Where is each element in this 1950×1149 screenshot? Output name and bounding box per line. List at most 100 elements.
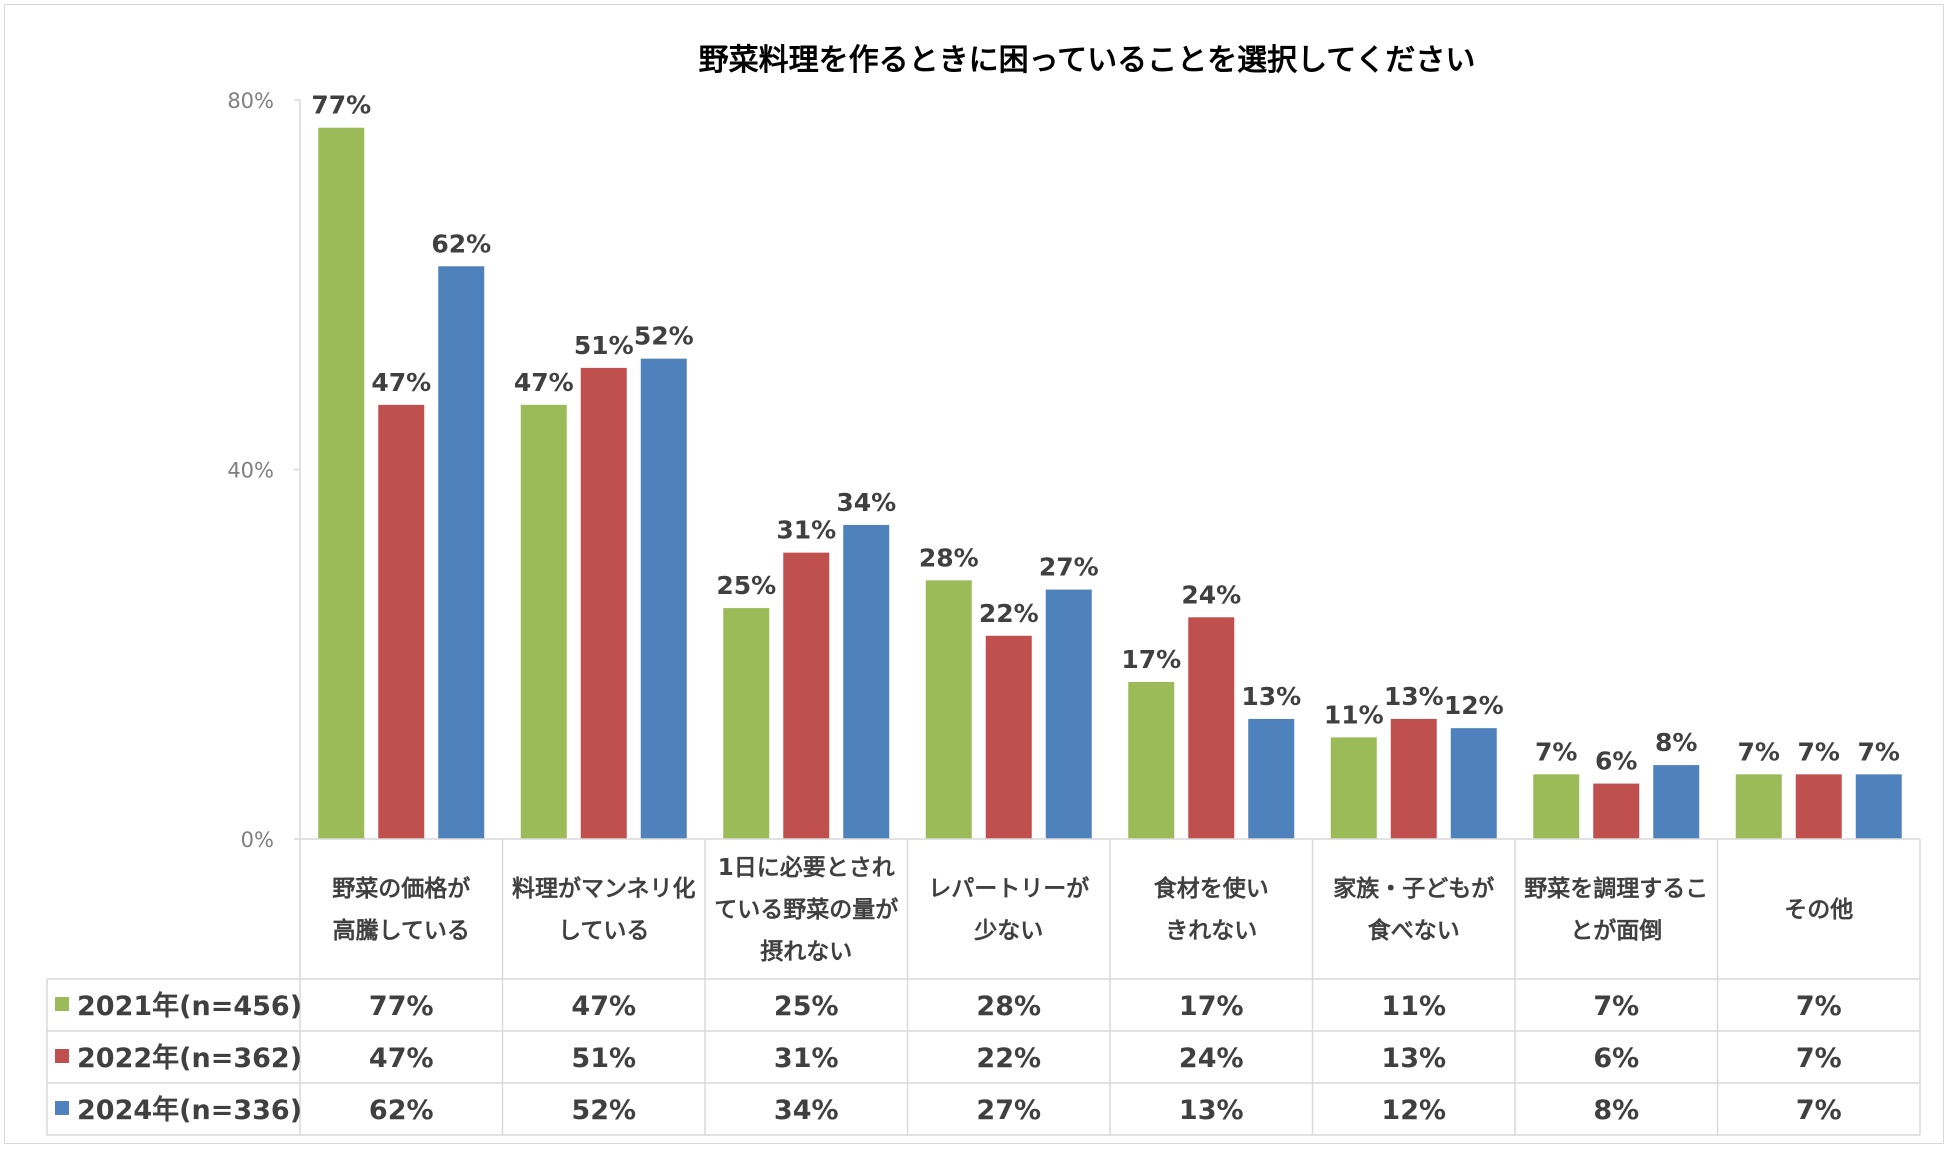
category-label: 料理がマンネリ化している [512,875,696,944]
category-label-line: とが面倒 [1570,917,1662,944]
bar [1330,737,1377,839]
bar [1128,681,1175,839]
bar [985,635,1032,839]
bar [1188,617,1235,839]
bar [640,358,687,839]
category-label-line: 料理がマンネリ化 [512,875,696,902]
category-label-line: 野菜を調理するこ [1524,875,1708,902]
table-cell: 7% [1796,991,1842,1022]
table-cell: 11% [1381,991,1446,1022]
data-label: 7% [1738,737,1780,766]
data-label: 34% [836,488,896,517]
series-name: 2021年(n=456) [77,990,302,1022]
y-tick-label: 80% [227,89,274,113]
table-cell: 13% [1179,1095,1244,1126]
legend-key [55,1101,69,1115]
data-label: 7% [1798,737,1840,766]
data-label: 8% [1655,728,1697,757]
data-label: 17% [1121,645,1181,674]
bar [438,266,485,839]
data-label: 27% [1039,553,1099,582]
category-label-line: その他 [1784,897,1853,923]
data-label: 11% [1324,700,1384,729]
bar [318,127,365,839]
bar [1795,774,1842,839]
bar [1735,774,1782,839]
legend-key [55,1049,69,1063]
data-label: 62% [431,229,491,258]
table-cell: 22% [976,1043,1041,1074]
category-label-line: レパートリーが [928,875,1089,902]
data-label: 24% [1181,580,1241,609]
chart-title: 野菜料理を作るときに困っていることを選択してください [699,43,1476,78]
category-label-line: 1日に必要とされ [718,854,895,881]
table-cell: 6% [1593,1043,1639,1074]
data-label: 7% [1858,737,1900,766]
data-label: 22% [979,599,1039,628]
category-label: 1日に必要とされている野菜の量が摂れない [714,854,898,965]
data-label: 47% [514,368,574,397]
table-cell: 25% [774,991,839,1022]
category-label: 野菜の価格が高騰している [332,875,470,944]
data-label: 7% [1535,737,1577,766]
data-label: 13% [1241,682,1301,711]
table-cell: 77% [369,991,434,1022]
data-labels: 77%47%62%47%51% 52%25%31%34%28%22%27%17%2… [311,91,1900,776]
bar [925,580,972,839]
bar [783,552,830,839]
table-cell: 7% [1796,1043,1842,1074]
bar [1653,765,1700,839]
table-cell: 12% [1381,1095,1446,1126]
bar [1593,783,1640,839]
category-label-line: きれない [1165,918,1257,944]
category-label-line: 摂れない [760,939,852,965]
table-cell: 47% [571,991,636,1022]
legend-key [55,997,69,1011]
data-label: 51% [574,331,634,360]
table-cell: 13% [1381,1043,1446,1074]
category-label-line: 高騰している [333,917,470,944]
table-cell: 52% [571,1095,636,1126]
bar [580,367,627,839]
category-label: 家族・子どもが食べない [1333,875,1494,944]
y-tick-label: 0% [241,828,274,852]
category-label-line: 食材を使い [1154,875,1269,902]
bar [1390,718,1437,839]
data-label: 31% [776,516,836,545]
chart-frame [4,4,1944,1144]
bars [318,127,1902,839]
category-label: レパートリーが少ない [928,875,1089,944]
data-label: 25% [716,571,776,600]
table-cell: 47% [369,1043,434,1074]
table-cell: 24% [1179,1043,1244,1074]
table-cell: 7% [1796,1095,1842,1126]
series-name: 2024年(n=336) [77,1094,302,1126]
bar [1533,774,1580,839]
table-cell: 27% [976,1095,1041,1126]
data-label: 6% [1595,747,1637,776]
data-label: 52% [634,322,694,351]
category-label: その他 [1784,897,1853,923]
table-cell: 31% [774,1043,839,1074]
series-name: 2022年(n=362) [77,1042,302,1074]
bar [378,404,425,839]
y-axis: 0% 40% 80% [227,89,301,852]
data-table: 野菜の価格が高騰している料理がマンネリ化している1日に必要とされている野菜の量が… [46,838,1921,1136]
table-cell: 7% [1593,991,1639,1022]
bar [843,524,890,839]
bar [1248,718,1295,839]
table-cell: 17% [1179,991,1244,1022]
data-label: 28% [919,543,979,572]
data-label: 77% [311,91,371,120]
bar [723,608,770,839]
y-tick-label: 40% [227,459,274,483]
category-label-line: 野菜の価格が [332,875,470,902]
table-cell: 62% [369,1095,434,1126]
bar [1450,728,1497,839]
category-label: 食材を使いきれない [1154,875,1269,944]
category-label-line: ている野菜の量が [714,896,898,923]
category-label-line: 家族・子どもが [1333,875,1494,902]
table-cell: 51% [571,1043,636,1074]
category-label: 野菜を調理することが面倒 [1524,875,1708,944]
